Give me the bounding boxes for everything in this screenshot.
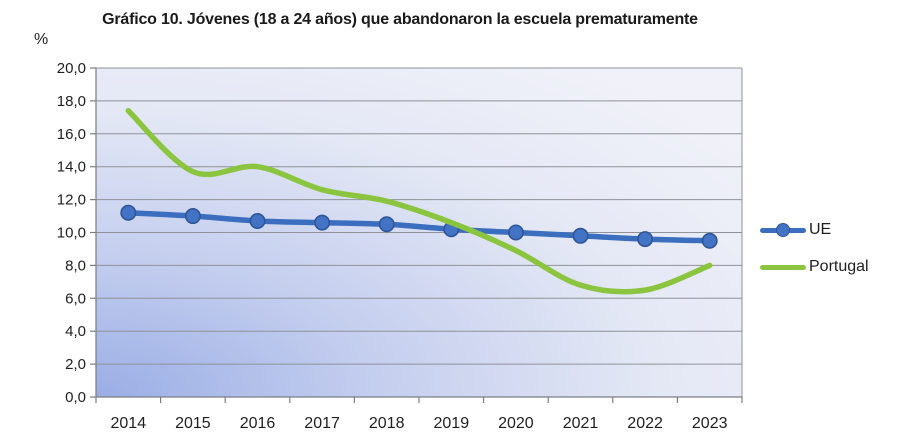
x-tick-label: 2016 bbox=[240, 415, 276, 432]
y-tick-label: 6,0 bbox=[65, 290, 86, 307]
ue-line bbox=[125, 210, 713, 244]
portugal-line bbox=[125, 108, 713, 295]
y-tick-label: 4,0 bbox=[65, 323, 86, 340]
legend-item-ue: UE bbox=[760, 219, 869, 241]
legend: UE Portugal bbox=[760, 219, 869, 278]
legend-item-portugal: Portugal bbox=[760, 256, 869, 278]
x-tick-label: 2020 bbox=[498, 415, 534, 432]
legend-label-portugal: Portugal bbox=[809, 258, 869, 275]
ue-marker bbox=[507, 224, 524, 241]
y-tick-label: 14,0 bbox=[57, 159, 86, 176]
x-tick-label: 2023 bbox=[692, 415, 728, 432]
y-tick-label: 20,0 bbox=[57, 60, 86, 77]
ue-marker bbox=[120, 204, 137, 221]
ue-marker bbox=[637, 231, 654, 248]
x-tick-label: 2014 bbox=[111, 415, 147, 432]
x-tick-label: 2019 bbox=[434, 415, 470, 432]
y-tick-label: 10,0 bbox=[57, 225, 86, 242]
y-tick-label: 2,0 bbox=[65, 356, 86, 373]
ue-marker bbox=[572, 227, 589, 244]
y-tick-label: 12,0 bbox=[57, 192, 86, 209]
ue-marker bbox=[314, 214, 331, 231]
ue-marker bbox=[249, 212, 266, 229]
y-tick-label: 0,0 bbox=[65, 389, 86, 406]
ue-legend-swatch bbox=[760, 219, 806, 241]
y-tick-label: 18,0 bbox=[57, 93, 86, 110]
y-axis-unit-label: % bbox=[34, 31, 49, 48]
x-tick-label: 2015 bbox=[175, 415, 211, 432]
x-tick-label: 2017 bbox=[304, 415, 340, 432]
x-tick-label: 2021 bbox=[563, 415, 599, 432]
legend-label-ue: UE bbox=[809, 221, 832, 238]
portugal-line-icon bbox=[760, 264, 806, 270]
ue-marker bbox=[701, 232, 718, 249]
ue-marker-icon bbox=[776, 223, 790, 237]
ue-marker bbox=[184, 208, 201, 225]
x-tick-label: 2018 bbox=[369, 415, 405, 432]
portugal-legend-swatch bbox=[760, 256, 806, 278]
x-tick-label: 2022 bbox=[627, 415, 663, 432]
y-tick-label: 8,0 bbox=[65, 257, 86, 274]
ue-marker bbox=[378, 216, 395, 233]
chart-title: Gráfico 10. Jóvenes (18 a 24 años) que a… bbox=[102, 11, 698, 28]
y-tick-label: 16,0 bbox=[57, 126, 86, 143]
